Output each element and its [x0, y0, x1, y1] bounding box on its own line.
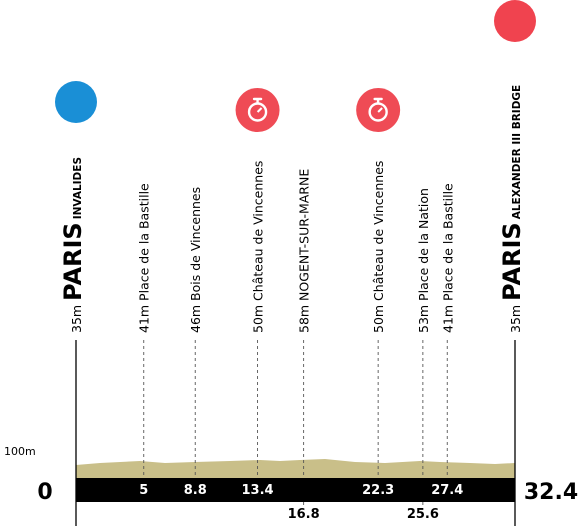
waypoint-text: 50m Château de Vincennes — [371, 161, 386, 333]
stopwatch-hand — [256, 107, 263, 113]
waypoint-text: 58m NOGENT-SUR-MARNE — [297, 169, 312, 333]
waypoint-text: 46m Bois de Vincennes — [188, 187, 203, 333]
finish-label-altitude: 35m — [508, 301, 523, 333]
stopwatch-icon — [356, 88, 401, 132]
waypoint-name: Château de Vincennes — [251, 161, 266, 301]
waypoint-altitude: 50m — [371, 301, 386, 333]
waypoint-km-label: 13.4 — [242, 483, 274, 498]
waypoint-km-label: 8.8 — [184, 483, 207, 498]
waypoint-text: 41m Place de la Bastille — [137, 183, 152, 333]
waypoint-text: 53m Place de la Nation — [416, 188, 431, 333]
waypoint-label: 41m Place de la Bastille — [440, 183, 455, 333]
distance-end-label: 32.4 — [524, 480, 578, 505]
start-label-place: INVALIDES — [72, 157, 84, 219]
finish-label-city: PARIS — [498, 222, 526, 301]
waypoint-altitude: 46m — [188, 301, 203, 333]
waypoint-label: 53m Place de la Nation — [416, 188, 431, 333]
waypoint-altitude: 41m — [440, 301, 455, 333]
waypoint-name: Château de Vincennes — [371, 161, 386, 301]
waypoint-label: 46m Bois de Vincennes — [188, 187, 203, 333]
start-label-altitude: 35m — [69, 301, 84, 333]
waypoint-text: 41m Place de la Bastille — [440, 183, 455, 333]
waypoint-altitude: 50m — [251, 301, 266, 333]
waypoint-km-label: 5 — [139, 483, 148, 498]
elevation-terrain — [76, 459, 515, 478]
waypoint-altitude: 53m — [416, 301, 431, 333]
waypoint-name: NOGENT-SUR-MARNE — [297, 169, 312, 301]
waypoint-altitude: 58m — [297, 301, 312, 333]
sprint-dot — [235, 88, 280, 132]
waypoint-label: 41m Place de la Bastille — [137, 183, 152, 333]
start-label-city: PARIS — [59, 222, 87, 301]
waypoint-name: Place de la Bastille — [137, 183, 152, 301]
sprint-dot — [356, 88, 401, 132]
finish-label-text: 35m PARIS ALEXANDER III BRIDGE — [498, 85, 526, 333]
waypoint-km-label: 16.8 — [288, 507, 320, 522]
finish-label: 35m PARIS ALEXANDER III BRIDGE — [498, 85, 526, 333]
waypoint-km-label: 22.3 — [362, 483, 394, 498]
waypoint-text: 50m Château de Vincennes — [251, 161, 266, 333]
waypoint-altitude: 41m — [137, 301, 152, 333]
start-label-text: 35m PARIS INVALIDES — [59, 157, 87, 333]
blue-circle — [55, 81, 97, 123]
stopwatch-icon — [235, 88, 280, 132]
waypoint-label: 58m NOGENT-SUR-MARNE — [297, 169, 312, 333]
distance-start-label: 0 — [37, 480, 52, 505]
red-circle — [494, 0, 536, 42]
waypoint-name: Bois de Vincennes — [188, 187, 203, 301]
waypoint-label: 50m Château de Vincennes — [371, 161, 386, 333]
stopwatch-hand — [377, 107, 383, 113]
finish-label-place: ALEXANDER III BRIDGE — [511, 85, 523, 220]
waypoint-name: Place de la Bastille — [440, 183, 455, 301]
y-axis-label: 100m — [4, 445, 36, 458]
waypoint-km-label: 27.4 — [431, 483, 463, 498]
waypoint-label: 50m Château de Vincennes — [251, 161, 266, 333]
waypoint-name: Place de la Nation — [416, 188, 431, 301]
start-label: 35m PARIS INVALIDES — [59, 157, 87, 333]
distance-band — [76, 478, 515, 502]
waypoint-km-label: 25.6 — [407, 507, 439, 522]
